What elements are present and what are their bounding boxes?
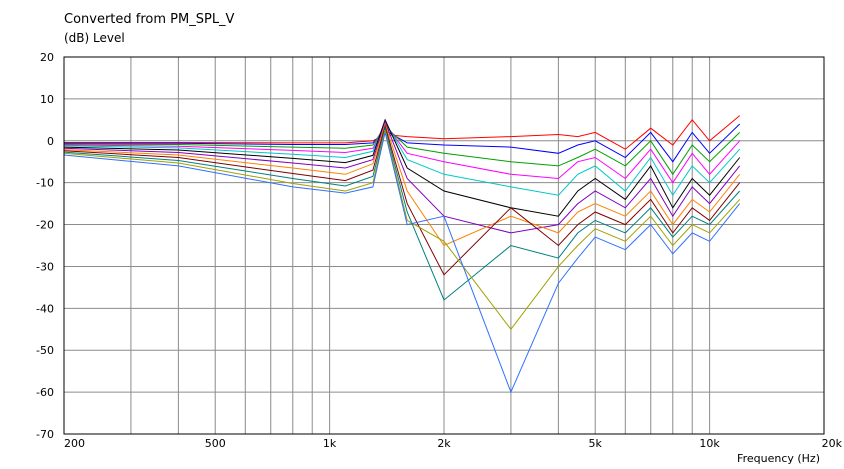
plot-frame (63, 56, 825, 435)
x-tick-label: 500 (205, 437, 226, 450)
series-line (64, 123, 741, 163)
series-line (63, 125, 741, 176)
x-tick-label: 5k (589, 437, 603, 450)
chart-title: Converted from PM_SPL_V (64, 12, 235, 27)
x-tick-label: 20k (822, 437, 843, 450)
y-tick-label: 0 (47, 135, 54, 148)
series-line (63, 123, 741, 184)
series-line (63, 118, 741, 217)
series-line (64, 115, 741, 150)
series-line (63, 132, 741, 394)
y-tick-label: -10 (36, 177, 54, 190)
x-tick-label: 1k (323, 437, 337, 450)
series-line (63, 120, 741, 197)
series-line (63, 122, 741, 247)
x-axis-label: Frequency (Hz) (737, 452, 820, 465)
y-tick-label: -50 (36, 344, 54, 357)
y-axis-label: (dB) Level (64, 31, 125, 45)
y-tick-label: -70 (36, 428, 54, 441)
y-tick-label: 10 (40, 93, 54, 106)
series-line (63, 130, 741, 331)
y-tick-label: -30 (36, 260, 54, 273)
series-line (63, 124, 741, 276)
series-line (63, 120, 741, 234)
y-tick-label: -60 (36, 386, 54, 399)
y-tick-label: 20 (40, 51, 54, 64)
series-line (63, 126, 741, 301)
x-tick-label: 10k (699, 437, 720, 450)
y-tick-label: -20 (36, 219, 54, 232)
x-tick-label: 2k (437, 437, 451, 450)
x-tick-label: 200 (64, 437, 85, 450)
y-tick-label: -40 (36, 302, 54, 315)
